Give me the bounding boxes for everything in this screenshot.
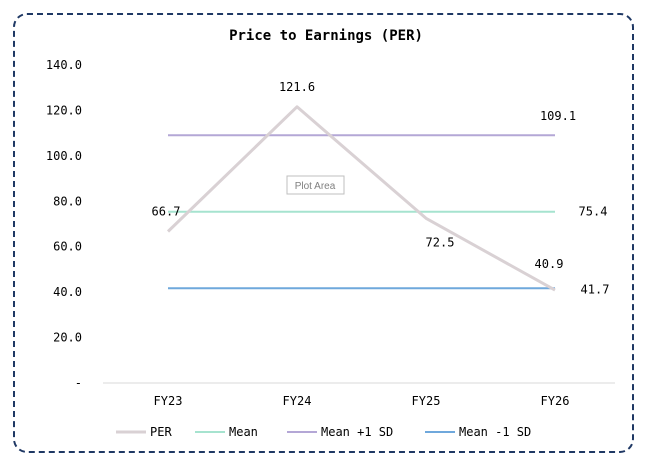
- legend-label: PER: [150, 425, 172, 439]
- y-tick-label: 140.0: [46, 58, 82, 72]
- legend-label: Mean: [229, 425, 258, 439]
- y-tick-label: 80.0: [53, 194, 82, 208]
- legend-item[interactable]: Mean: [195, 425, 258, 439]
- tooltip-text: Plot Area: [295, 181, 336, 192]
- tooltip-box: [286, 175, 345, 195]
- y-tick-label: 100.0: [46, 149, 82, 163]
- x-tick-label: FY23: [154, 394, 183, 408]
- end-data-label: 75.4: [579, 205, 608, 219]
- y-tick-label: 60.0: [53, 240, 82, 254]
- y-axis: - 20.0 40.0 60.0 80.0 100.0 120.0 140.0: [46, 58, 82, 390]
- per-data-label: 66.7: [152, 204, 181, 218]
- per-data-label: 121.6: [279, 80, 315, 94]
- per-data-label: 40.9: [535, 257, 564, 271]
- legend-label: Mean +1 SD: [321, 425, 393, 439]
- x-axis: FY23 FY24 FY25 FY26: [154, 394, 570, 408]
- series-layer: [166, 105, 556, 292]
- legend-label: Mean -1 SD: [459, 425, 531, 439]
- per-data-label: 72.5: [426, 235, 455, 249]
- y-tick-label: -: [75, 376, 82, 390]
- end-data-label: 41.7: [581, 282, 610, 296]
- legend[interactable]: PER Mean Mean +1 SD Mean -1 SD: [116, 425, 531, 439]
- x-tick-label: FY26: [541, 394, 570, 408]
- y-tick-label: 20.0: [53, 331, 82, 345]
- x-tick-label: FY25: [412, 394, 441, 408]
- data-labels: 66.7 121.6 72.5 40.9 75.4 109.1 41.7: [152, 80, 610, 296]
- legend-item[interactable]: Mean -1 SD: [425, 425, 531, 439]
- plot-area-tooltip: Plot Area: [286, 175, 345, 195]
- y-tick-label: 40.0: [53, 285, 82, 299]
- series-line-per: [166, 105, 556, 292]
- chart-frame: [13, 13, 634, 453]
- legend-item[interactable]: PER: [116, 425, 172, 439]
- y-tick-label: 120.0: [46, 103, 82, 117]
- end-data-label: 109.1: [540, 109, 576, 123]
- legend-item[interactable]: Mean +1 SD: [287, 425, 393, 439]
- x-tick-label: FY24: [283, 394, 312, 408]
- chart-title: Price to Earnings (PER): [229, 28, 423, 44]
